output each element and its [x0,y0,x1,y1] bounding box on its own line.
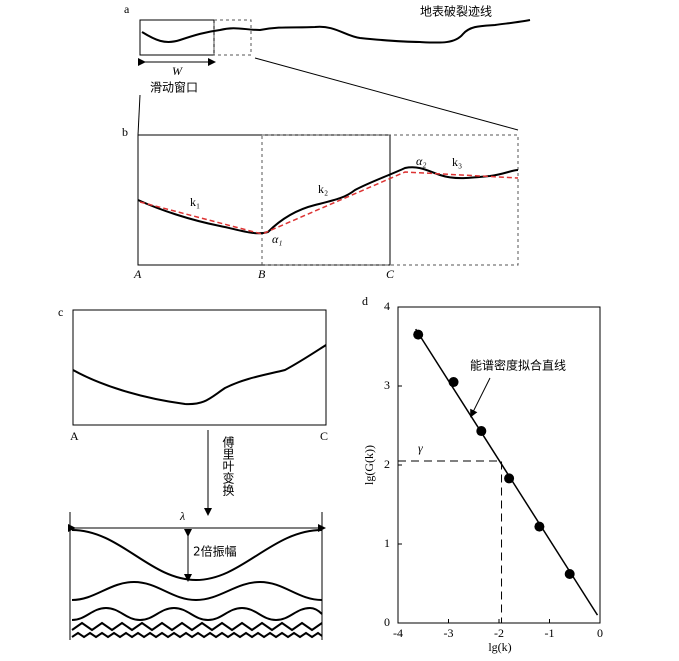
y-tick-label: 0 [384,615,390,629]
transform-label: 傅里叶变换 [221,436,235,496]
point-label: A [70,429,79,443]
x-tick-label: -4 [393,626,403,640]
window-next [213,19,252,56]
slope-label: k₃ [452,155,462,169]
fit-segment [139,171,519,235]
intercept-guide [398,460,503,623]
wave [71,529,323,582]
angle-label: α₁ [272,232,282,246]
amplitude-label: 2倍振幅 [193,544,237,559]
width-label: W [172,64,183,78]
point [476,426,487,437]
y-tick-label: 1 [384,536,390,550]
angle-label: α₂ [416,154,426,168]
wave [71,580,323,602]
point [564,569,575,580]
wave [71,621,323,632]
window-frame-next [261,134,519,266]
y-tick-label: 2 [384,457,390,471]
x-tick-label: -2 [494,626,504,640]
fit-line [415,328,599,616]
y-axis-label: lg(G(k)) [362,445,376,485]
window-label: 滑动窗口 [150,81,198,95]
trace-label: 地表破裂迹线 [420,4,492,19]
point-label: C [320,429,328,443]
y-tick-label: 3 [384,378,390,392]
trace [141,19,531,44]
trace-window [72,344,327,406]
panel-label: c [58,305,63,319]
point [534,521,545,532]
fit-label: 能谱密度拟合直线 [470,358,566,373]
intercept-label: γ [418,441,423,455]
y-tick-label: 4 [384,299,390,313]
panel-label: a [124,2,130,16]
point-label: B [258,267,266,281]
point [448,377,459,388]
x-tick-label: -1 [545,626,555,640]
x-tick-label: 0 [597,626,603,640]
window-frame [72,309,327,426]
point-label: C [386,267,395,281]
wave [71,606,323,622]
trace-zoom [137,166,519,235]
point [504,473,515,484]
fit-pointer [470,377,491,418]
x-axis-label: lg(k) [488,640,511,654]
panel-label: d [362,294,368,308]
zoom-line [137,94,141,136]
slope-label: k₂ [318,182,328,196]
panel-label: b [122,125,128,139]
slope-label: k₁ [190,195,200,209]
wavelength-label: λ [179,509,185,523]
zoom-line [254,57,519,131]
wave [71,631,323,639]
x-tick-label: -3 [444,626,454,640]
point [413,329,424,340]
point-label: A [133,267,142,281]
window-frame [137,134,391,266]
